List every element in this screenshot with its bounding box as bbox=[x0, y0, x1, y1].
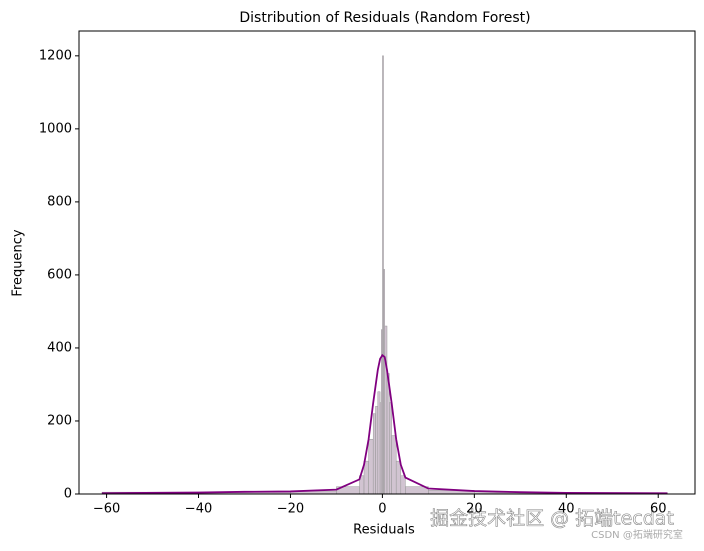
bar bbox=[386, 373, 390, 495]
bar bbox=[391, 435, 397, 495]
kde-line bbox=[101, 353, 668, 495]
y-tick-label: 800 bbox=[47, 194, 72, 209]
bar bbox=[400, 475, 406, 495]
bar bbox=[372, 413, 376, 495]
x-tick-label: −60 bbox=[93, 502, 120, 517]
bar bbox=[377, 391, 381, 495]
watermark: 掘金技术社区 @ 拓端tecdat bbox=[430, 508, 674, 530]
y-tick-label: 1000 bbox=[39, 121, 72, 136]
axes-frame bbox=[78, 30, 696, 495]
chart-title: Distribution of Residuals (Random Forest… bbox=[239, 10, 530, 26]
y-axis-label: Frequency bbox=[11, 229, 26, 296]
bar bbox=[389, 402, 392, 495]
x-tick-label: 20 bbox=[466, 502, 483, 517]
bar bbox=[368, 438, 374, 495]
bar bbox=[395, 460, 402, 495]
x-tick-label: −40 bbox=[185, 502, 212, 517]
y-tick-label: 400 bbox=[47, 340, 72, 355]
x-tick-label: 0 bbox=[378, 502, 386, 517]
plot-area bbox=[101, 55, 668, 495]
y-tick-label: 200 bbox=[47, 413, 72, 428]
bar bbox=[363, 460, 369, 495]
bar bbox=[375, 406, 379, 495]
x-axis-label: Residuals bbox=[353, 523, 415, 538]
y-tick-label: 0 bbox=[64, 487, 72, 502]
watermark-small: CSDN @拓端研究室 bbox=[591, 528, 683, 541]
y-tick-label: 600 bbox=[47, 267, 72, 282]
x-tick-label: −20 bbox=[277, 502, 304, 517]
x-tick-label: 60 bbox=[650, 502, 667, 517]
y-tick-label: 1200 bbox=[39, 48, 72, 63]
bar bbox=[384, 325, 388, 495]
x-tick-label: 40 bbox=[558, 502, 575, 517]
